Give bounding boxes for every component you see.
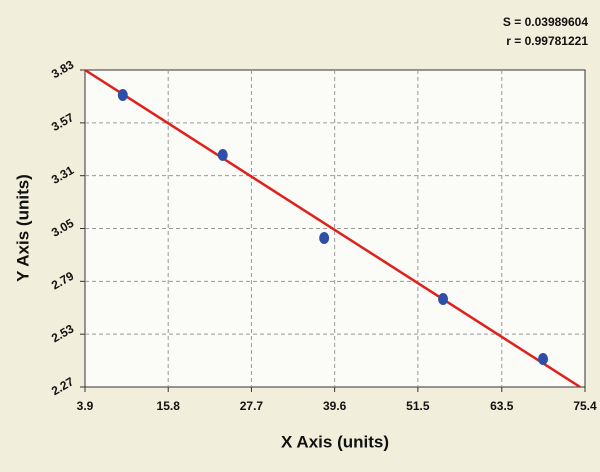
point: [319, 232, 330, 245]
x-tick-label: 3.9: [77, 399, 94, 413]
x-tick-label: 51.5: [406, 399, 430, 413]
point: [217, 148, 228, 161]
x-tick-label: 63.5: [490, 399, 514, 413]
x-tick-label: 75.4: [573, 399, 597, 413]
x-tick-label: 15.8: [157, 399, 181, 413]
point: [117, 88, 128, 101]
point: [538, 352, 549, 365]
x-tick-label: 27.7: [240, 399, 264, 413]
annotation: S = 0.03989604: [503, 15, 588, 29]
point: [438, 293, 449, 306]
fit-line: [84, 68, 581, 389]
x-tick-label: 39.6: [323, 399, 347, 413]
x-axis-title: X Axis (units): [281, 432, 389, 451]
y-axis-title: Y Axis (units): [13, 174, 32, 282]
annotation: r = 0.99781221: [506, 34, 588, 48]
